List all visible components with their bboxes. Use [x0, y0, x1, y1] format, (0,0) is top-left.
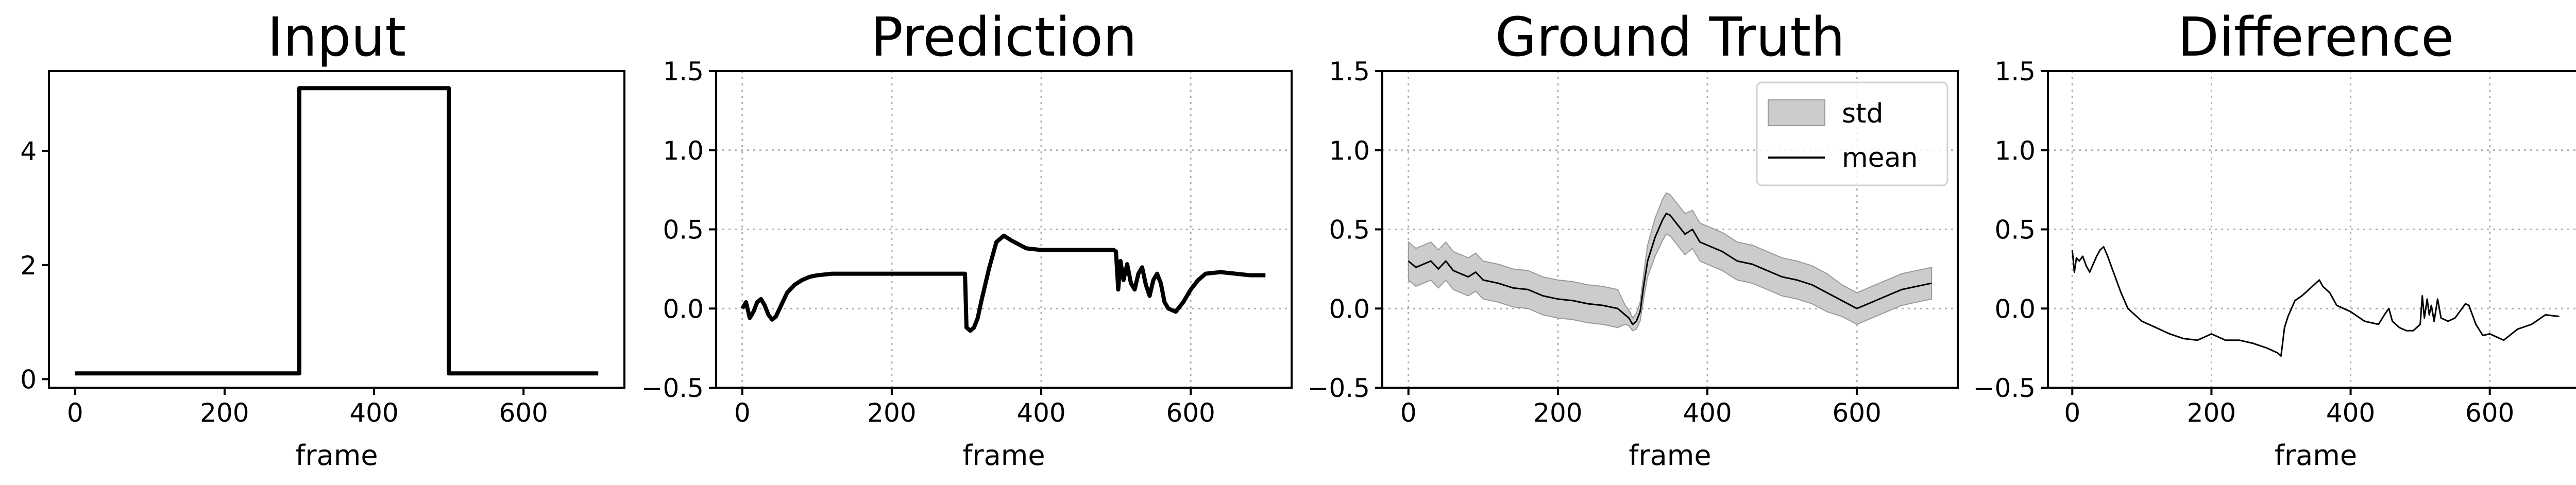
x-tick-label: 600 — [2465, 398, 2514, 428]
legend-label-mean: mean — [1842, 143, 1918, 174]
y-tick-label: −0.5 — [1973, 373, 2036, 403]
chart-title: Difference — [2178, 6, 2454, 68]
x-tick-label: 600 — [499, 398, 548, 428]
legend: std mean — [1756, 81, 1948, 186]
x-axis-label: frame — [295, 439, 378, 472]
y-tick-label: −0.5 — [641, 373, 704, 403]
axes-frame — [2047, 70, 2576, 389]
x-tick-label: 200 — [867, 398, 916, 428]
x-tick-label: 0 — [1400, 398, 1417, 428]
series-line — [740, 233, 1266, 333]
x-tick-label: 0 — [2064, 398, 2080, 428]
y-tick-label: 1.5 — [1329, 57, 1370, 86]
chart-title: Input — [267, 6, 406, 68]
x-tick-label: 400 — [2326, 398, 2375, 428]
series-line — [1408, 213, 1932, 325]
y-tick-label: 1.0 — [1994, 136, 2036, 166]
panel-0: Input 0 200 400 600 0 2 4 frame — [20, 6, 625, 472]
legend-std-swatch — [1768, 99, 1825, 126]
x-axis-label: frame — [1629, 439, 1711, 472]
y-tick-label: 0.0 — [1329, 294, 1370, 324]
legend-label-std: std — [1842, 98, 1884, 129]
x-tick-label: 200 — [1533, 398, 1582, 428]
x-tick-label: 200 — [2187, 398, 2236, 428]
x-tick-label: 400 — [1683, 398, 1732, 428]
y-tick-label: −0.5 — [1308, 373, 1370, 403]
y-tick-label: 0.5 — [1329, 215, 1370, 245]
x-tick-label: 200 — [200, 398, 249, 428]
x-tick-label: 600 — [1832, 398, 1881, 428]
series-line — [75, 86, 599, 376]
y-tick-label: 0.5 — [663, 215, 704, 245]
axes-frame — [48, 70, 625, 389]
x-axis-label: frame — [2275, 439, 2357, 472]
y-tick-label: 0.5 — [1994, 215, 2036, 245]
y-tick-label: 0.0 — [1994, 294, 2036, 324]
chart-title: Ground Truth — [1495, 6, 1845, 68]
x-tick-label: 0 — [734, 398, 751, 428]
y-tick-label: 0 — [20, 365, 37, 394]
x-tick-label: 400 — [1016, 398, 1065, 428]
y-tick-label: 1.5 — [663, 57, 704, 86]
y-tick-label: 1.5 — [1994, 57, 2036, 86]
panel-2: Ground Truth 0 200 400 600 −0.5 0.0 0.5 1.0 1.5 fr… — [1308, 6, 1959, 472]
y-tick-label: 0.0 — [663, 294, 704, 324]
x-tick-label: 600 — [1166, 398, 1215, 428]
panel-1: Prediction 0 200 400 600 −0.5 0.0 0.5 1.0 1.5 fram… — [641, 6, 1293, 472]
chart-title: Prediction — [871, 6, 1137, 68]
x-axis-label: frame — [962, 439, 1045, 472]
x-tick-label: 400 — [349, 398, 398, 428]
std-band — [1408, 192, 1933, 332]
y-tick-label: 2 — [20, 251, 37, 281]
panel-3: Difference 0 200 400 600 −0.5 0.0 0.5 1.0 1.5 fram… — [1973, 6, 2576, 472]
y-tick-label: 4 — [20, 136, 37, 166]
y-tick-label: 1.0 — [663, 136, 704, 166]
x-tick-label: 0 — [67, 398, 83, 428]
series-line — [2071, 246, 2560, 357]
y-tick-label: 1.0 — [1329, 136, 1370, 166]
